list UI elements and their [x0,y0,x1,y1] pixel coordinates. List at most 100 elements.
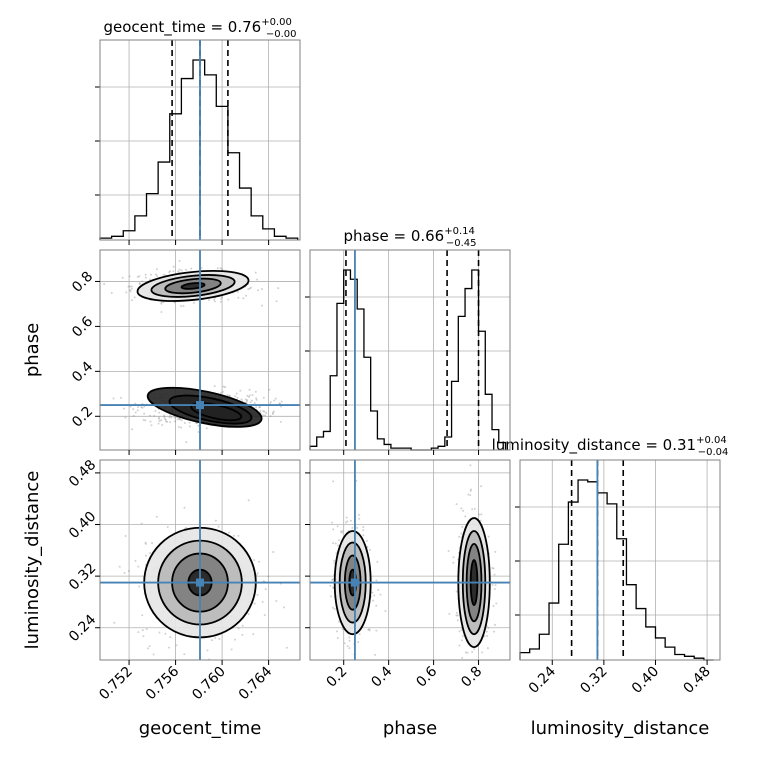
sample-point [221,268,224,271]
sample-point [142,635,145,638]
histogram-step [519,479,714,661]
sample-point [460,639,463,642]
sample-point [351,526,354,529]
sample-point [197,430,200,433]
sample-point [471,650,474,653]
sample-point [447,550,450,553]
sample-point [259,406,262,409]
sample-point [172,265,175,268]
sample-point [376,560,379,563]
truth-marker [196,578,204,587]
sample-point [253,402,256,405]
sample-point [136,275,139,278]
sample-point [375,579,378,582]
sample-point [362,534,365,537]
axes-frame [99,249,301,451]
sample-point [349,519,352,522]
sample-point [448,612,451,615]
sample-point [262,410,265,413]
sample-point [495,602,498,605]
sample-point [170,416,173,419]
sample-point [369,548,372,551]
sample-point [368,629,371,632]
sample-point [213,298,216,301]
sample-point [362,526,365,529]
histogram-step [309,269,507,451]
sample-point [263,410,266,413]
sample-point [226,394,229,397]
sample-point [271,413,274,416]
sample-point [206,649,209,652]
sample-point [336,636,339,639]
sample-point [134,402,137,405]
sample-point [257,289,260,292]
sample-point [377,588,380,591]
sample-point [228,394,231,397]
sample-point [138,282,141,285]
sample-point [132,408,135,411]
sample-point [155,515,158,518]
sample-point [230,648,233,651]
sample-point [169,270,172,273]
sample-point [148,414,151,417]
sample-point [134,559,137,562]
sample-point [460,532,463,535]
sample-point [469,494,472,497]
sample-point [190,267,193,270]
sample-point [218,637,221,640]
sample-point [211,639,214,642]
sample-point [452,561,455,564]
sample-point [180,419,183,422]
sample-point [249,401,252,404]
sample-point [130,287,133,290]
sample-point [144,276,147,279]
sample-point [251,394,254,397]
sample-point [219,392,222,395]
sample-point [160,310,163,313]
sample-point [487,627,490,630]
sample-point [240,398,243,401]
sample-point [175,644,178,647]
sample-point [275,300,278,303]
sample-point [183,421,186,424]
sample-point [144,273,147,276]
sample-point [200,267,203,270]
sample-point [183,506,186,509]
sample-point [149,420,152,423]
sample-point [146,647,149,650]
sample-point [491,566,494,569]
sample-point [160,301,163,304]
sample-point [259,409,262,412]
sample-point [113,621,116,624]
sample-point [169,636,172,639]
sample-point [217,525,220,528]
sample-point [282,606,285,609]
axes-frame [99,39,301,241]
sample-point [464,651,467,654]
sample-point [195,422,198,425]
sample-point [255,397,258,400]
sample-point [144,419,147,422]
sample-point [494,550,497,553]
sample-point [154,410,157,413]
sample-point [144,554,147,557]
sample-point [178,417,181,420]
sample-point [366,545,369,548]
sample-point [264,588,267,591]
sample-point [133,296,136,299]
sample-point [253,559,256,562]
sample-point [239,389,242,392]
sample-point [269,401,272,404]
sample-point [142,419,145,422]
sample-point [478,513,481,516]
sample-point [122,407,125,410]
sample-point [163,417,166,420]
sample-point [173,420,176,423]
sample-point [149,551,152,554]
sample-point [456,619,459,622]
sample-point [456,614,459,617]
sample-point [214,519,217,522]
sample-point [141,614,144,617]
sample-point [248,388,251,391]
sample-point [143,405,146,408]
